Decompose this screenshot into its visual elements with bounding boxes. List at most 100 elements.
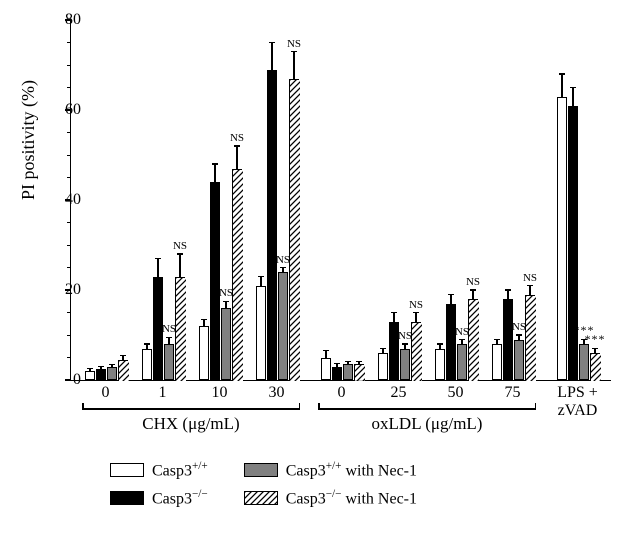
legend-swatch bbox=[244, 491, 278, 505]
error-bar bbox=[393, 313, 394, 322]
y-minor-tick bbox=[67, 87, 71, 88]
bar-wt_nec bbox=[221, 308, 231, 380]
error-cap bbox=[144, 343, 150, 344]
significance-label: NS bbox=[523, 272, 537, 284]
error-cap bbox=[87, 368, 93, 369]
x-tick-label: 25 bbox=[391, 384, 407, 402]
error-bar bbox=[518, 335, 519, 340]
error-cap bbox=[223, 301, 229, 302]
error-cap bbox=[402, 343, 408, 344]
y-minor-tick bbox=[67, 245, 71, 246]
error-cap bbox=[280, 267, 286, 268]
error-bar bbox=[146, 344, 147, 349]
error-cap bbox=[380, 348, 386, 349]
error-bar bbox=[293, 52, 294, 79]
error-bar bbox=[529, 286, 530, 295]
bar-wt bbox=[321, 358, 331, 381]
significance-label: NS bbox=[455, 326, 469, 338]
error-cap bbox=[391, 312, 397, 313]
error-bar bbox=[594, 349, 595, 354]
section-label: oxLDL (μg/mL) bbox=[372, 414, 483, 434]
y-minor-tick bbox=[67, 65, 71, 66]
legend-swatch bbox=[244, 463, 278, 477]
error-bar bbox=[271, 43, 272, 70]
bar-ko_nec bbox=[354, 364, 364, 380]
error-cap bbox=[120, 355, 126, 356]
error-bar bbox=[236, 146, 237, 169]
significance-label: NS bbox=[398, 330, 412, 342]
bar-ko bbox=[267, 70, 277, 381]
bar-wt bbox=[378, 353, 388, 380]
y-tick-label: 20 bbox=[65, 281, 81, 299]
error-bar bbox=[168, 337, 169, 344]
plot-area: NSNSNSNSNSNSNSNSNSNSNSNS****** bbox=[70, 20, 611, 381]
error-cap bbox=[437, 343, 443, 344]
error-cap bbox=[155, 258, 161, 259]
error-bar bbox=[122, 355, 123, 360]
y-tick-label: 60 bbox=[65, 101, 81, 119]
bar-wt_nec bbox=[107, 367, 117, 381]
section-underline bbox=[318, 408, 536, 410]
section-label: CHX (μg/mL) bbox=[142, 414, 239, 434]
bar-wt_nec bbox=[457, 344, 467, 380]
bar-wt_nec bbox=[343, 364, 353, 380]
legend-item-ko_nec: Casp3−/− with Nec-1 bbox=[244, 488, 417, 508]
error-cap bbox=[166, 337, 172, 338]
bar-wt bbox=[435, 349, 445, 381]
bar-wt_nec bbox=[278, 272, 288, 380]
legend-label: Casp3+/+ with Nec-1 bbox=[286, 460, 417, 480]
error-bar bbox=[472, 290, 473, 299]
error-bar bbox=[157, 259, 158, 277]
bar-ko_nec bbox=[525, 295, 535, 381]
error-bar bbox=[450, 295, 451, 304]
error-cap bbox=[334, 363, 340, 364]
significance-label: NS bbox=[512, 321, 526, 333]
error-bar bbox=[179, 254, 180, 277]
bar-ko bbox=[446, 304, 456, 381]
significance-label: NS bbox=[287, 38, 301, 50]
error-cap bbox=[516, 334, 522, 335]
error-cap bbox=[258, 276, 264, 277]
error-cap bbox=[212, 163, 218, 164]
error-cap bbox=[356, 361, 362, 362]
error-cap bbox=[494, 339, 500, 340]
y-axis-label: PI positivity (%) bbox=[18, 80, 39, 200]
error-bar bbox=[415, 313, 416, 322]
legend-col-1: Casp3+/+Casp3−/− bbox=[110, 460, 208, 509]
bar-wt bbox=[256, 286, 266, 381]
bar-wt_nec bbox=[579, 344, 589, 380]
error-bar bbox=[439, 344, 440, 349]
error-cap bbox=[505, 289, 511, 290]
error-bar bbox=[461, 340, 462, 345]
error-bar bbox=[325, 351, 326, 358]
x-tick-label: LPS +zVAD bbox=[557, 384, 598, 419]
y-tick-label: 0 bbox=[73, 371, 81, 389]
error-cap bbox=[177, 253, 183, 254]
error-bar bbox=[496, 340, 497, 345]
error-bar bbox=[382, 349, 383, 354]
bar-ko_nec bbox=[289, 79, 299, 381]
x-tick-label: 1 bbox=[159, 384, 167, 402]
bar-ko_nec bbox=[118, 360, 128, 380]
bar-wt bbox=[85, 371, 95, 380]
bar-ko bbox=[96, 369, 106, 380]
significance-label: NS bbox=[409, 299, 423, 311]
y-minor-tick bbox=[67, 222, 71, 223]
significance-label: NS bbox=[230, 132, 244, 144]
significance-label: *** bbox=[585, 332, 606, 347]
legend-swatch bbox=[110, 463, 144, 477]
error-cap bbox=[323, 350, 329, 351]
y-minor-tick bbox=[67, 177, 71, 178]
y-minor-tick bbox=[67, 357, 71, 358]
error-bar bbox=[507, 290, 508, 299]
bar-ko_nec bbox=[411, 322, 421, 381]
y-minor-tick bbox=[67, 155, 71, 156]
error-bar bbox=[572, 88, 573, 106]
error-cap bbox=[570, 87, 576, 88]
error-cap bbox=[269, 42, 275, 43]
error-cap bbox=[413, 312, 419, 313]
bar-ko bbox=[503, 299, 513, 380]
bar-ko_nec bbox=[468, 299, 478, 380]
error-cap bbox=[448, 294, 454, 295]
legend-item-wt_nec: Casp3+/+ with Nec-1 bbox=[244, 460, 417, 480]
